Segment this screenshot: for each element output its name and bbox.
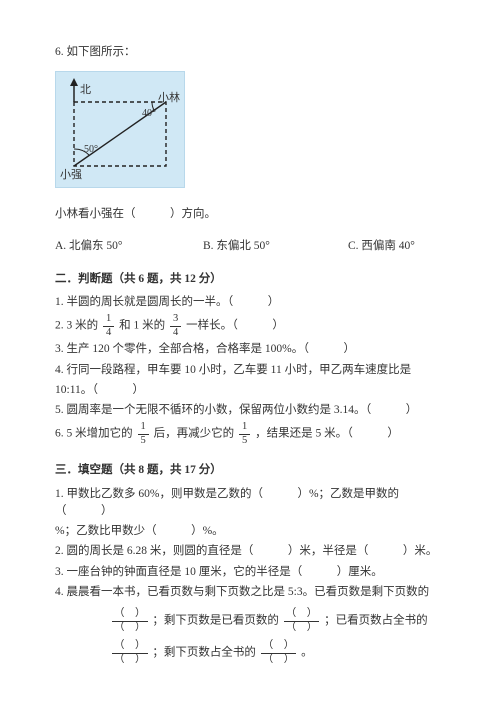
fk-5-row2: （ ）（ ） ；剩下页数占全书的 （ ）（ ） 。 bbox=[55, 641, 450, 665]
q6-num: 6. bbox=[55, 46, 64, 58]
fk-2: 2. 圆的周长是 6.28 米，则圆的直径是（ ）米，半径是（ ）米。 bbox=[55, 543, 450, 560]
fk5-d: 。 bbox=[301, 647, 313, 659]
q6-options: A. 北偏东 50° B. 东偏北 50° C. 西偏南 40° bbox=[55, 238, 450, 255]
page: 6. 如下图所示： 北 小林 小强 40° 50° 小林看小强在（ ）方向。 A… bbox=[0, 0, 500, 707]
tj6-c: ，结果还是 5 米。（ ） bbox=[255, 428, 399, 440]
section-2-title: 二．判断题（共 6 题，共 12 分） bbox=[55, 271, 450, 288]
option-c: C. 西偏南 40° bbox=[348, 238, 415, 255]
frac-1-5-a: 15 bbox=[138, 422, 149, 446]
north-label: 北 bbox=[80, 82, 91, 99]
frac-3-4: 34 bbox=[170, 314, 181, 338]
angle-40: 40° bbox=[142, 106, 156, 121]
tj2-c: 一样长。（ ） bbox=[186, 320, 284, 332]
tj-2: 2. 3 米的 14 和 1 米的 34 一样长。（ ） bbox=[55, 314, 450, 338]
tj6-a: 6. 5 米增加它的 bbox=[55, 428, 133, 440]
fk-1b: %；乙数比甲数少（ ）%。 bbox=[55, 523, 450, 540]
tj-3: 3. 生产 120 个零件，全部合格，合格率是 100%。（ ） bbox=[55, 341, 450, 358]
frac-blank-3: （ ）（ ） bbox=[112, 641, 148, 665]
q6-header: 6. 如下图所示： bbox=[55, 44, 450, 61]
lin-label: 小林 bbox=[158, 90, 180, 107]
tj-1: 1. 半圆的周长就是圆周长的一半。（ ） bbox=[55, 294, 450, 311]
fk5-a: ；剩下页数是已看页数的 bbox=[152, 615, 279, 627]
fk-4: 4. 晨晨看一本书，已看页数与剩下页数之比是 5:3。已看页数是剩下页数的 bbox=[55, 584, 450, 601]
frac-blank-2: （ ）（ ） bbox=[284, 609, 320, 633]
frac-1-5-b: 15 bbox=[239, 422, 250, 446]
q6-question: 小林看小强在（ ）方向。 bbox=[55, 206, 450, 223]
fk5-b: ；已看页数占全书的 bbox=[324, 615, 428, 627]
fk-5-row1: （ ）（ ） ；剩下页数是已看页数的 （ ）（ ） ；已看页数占全书的 bbox=[55, 609, 450, 633]
direction-diagram: 北 小林 小强 40° 50° bbox=[55, 71, 185, 188]
tj2-b: 和 1 米的 bbox=[119, 320, 165, 332]
q6-text: 如下图所示： bbox=[67, 46, 136, 58]
tj-5: 5. 圆周率是一个无限不循环的小数，保留两位小数约是 3.14。（ ） bbox=[55, 402, 450, 419]
fk5-c: ；剩下页数占全书的 bbox=[152, 647, 256, 659]
fk-3: 3. 一座台钟的钟面直径是 10 厘米，它的半径是（ ）厘米。 bbox=[55, 564, 450, 581]
frac-blank-1: （ ）（ ） bbox=[112, 609, 148, 633]
option-a: A. 北偏东 50° bbox=[55, 238, 203, 255]
fk-1a: 1. 甲数比乙数多 60%，则甲数是乙数的（ ）%；乙数是甲数的（ ） bbox=[55, 486, 450, 521]
tj6-b: 后，再减少它的 bbox=[154, 428, 235, 440]
tj2-a: 2. 3 米的 bbox=[55, 320, 98, 332]
frac-blank-4: （ ）（ ） bbox=[261, 641, 297, 665]
tj-4a: 4. 行同一段路程，甲车要 10 小时，乙车要 11 小时，甲乙两车速度比是 bbox=[55, 362, 450, 379]
frac-1-4: 14 bbox=[103, 314, 114, 338]
tj-6: 6. 5 米增加它的 15 后，再减少它的 15 ，结果还是 5 米。（ ） bbox=[55, 422, 450, 446]
angle-50: 50° bbox=[84, 142, 98, 157]
option-b: B. 东偏北 50° bbox=[203, 238, 348, 255]
section-3-title: 三．填空题（共 8 题，共 17 分） bbox=[55, 462, 450, 479]
tj-4b: 10:11。（ ） bbox=[55, 382, 450, 399]
qiang-label: 小强 bbox=[60, 167, 82, 184]
